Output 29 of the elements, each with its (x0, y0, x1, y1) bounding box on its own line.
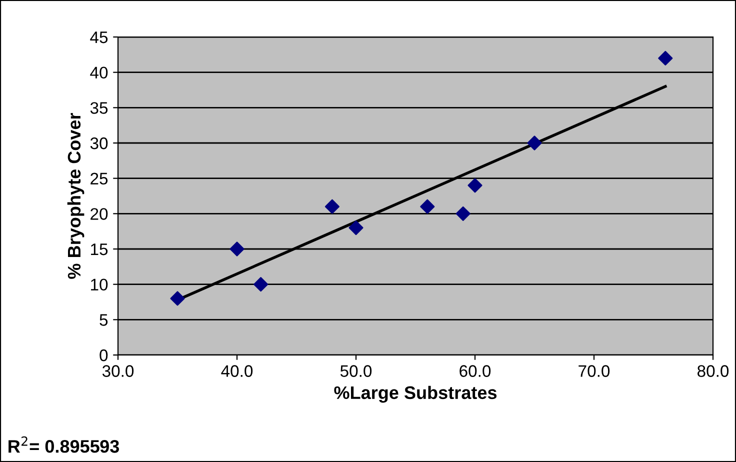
y-tick-label: 25 (90, 172, 108, 185)
point (230, 242, 244, 256)
y-axis-title: % Bryophyte Cover (67, 112, 84, 279)
x-tick-label: 40.0 (221, 365, 253, 377)
point (348, 220, 364, 236)
x-tick-label: 70.0 (578, 365, 610, 377)
y-tick-label: 20 (90, 208, 108, 220)
x-tick-label: 50.0 (340, 365, 372, 377)
y-tick-label: 0 (100, 349, 108, 362)
point (254, 277, 268, 292)
point (468, 178, 482, 193)
y-tick-label: 5 (100, 314, 108, 326)
y-tick-label: 30 (90, 137, 108, 150)
x-axis-title: %Large Substrates (334, 386, 497, 403)
y-tick-label: 40 (90, 66, 108, 79)
y-tick-label: 35 (90, 102, 108, 114)
y-tick-label: 15 (91, 244, 108, 256)
point (170, 291, 185, 306)
y-tick-label: 45 (90, 32, 108, 44)
x-tick-label: 60.0 (460, 365, 491, 377)
y-tick-label: 10 (91, 278, 108, 291)
x-tick-label: 80.0 (698, 365, 729, 377)
point (456, 206, 470, 221)
text: R$^{2}$= 0.895593 (8, 436, 120, 453)
x-tick-label: 30.0 (102, 365, 134, 377)
point (324, 199, 340, 214)
point (658, 50, 673, 66)
point (420, 199, 435, 214)
point (527, 136, 542, 150)
